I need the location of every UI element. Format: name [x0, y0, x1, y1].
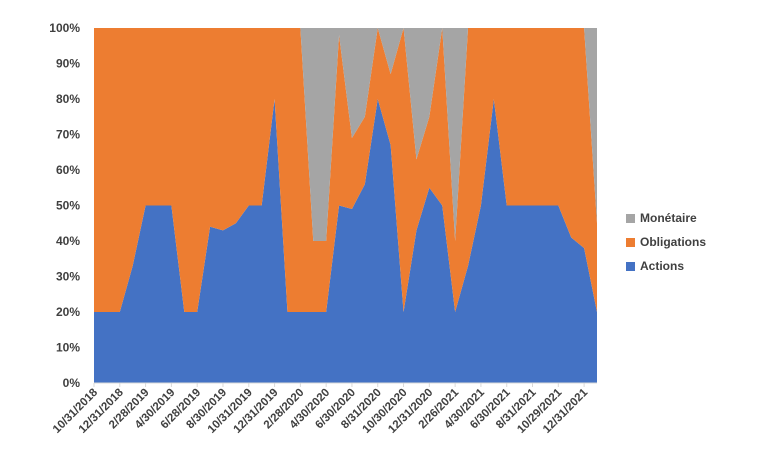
y-axis: 0% 10% 20% 30% 40% 50% 60% 70% 80% 90% 100%	[49, 21, 80, 390]
legend-swatch-actions	[626, 261, 635, 271]
legend-swatch-obligations	[626, 237, 635, 247]
area-actions	[94, 99, 597, 383]
x-axis: 10/31/201812/31/20182/28/20194/30/20196/…	[51, 382, 597, 436]
y-tick-label: 90%	[56, 57, 80, 71]
legend-label-actions: Actions	[640, 259, 685, 273]
y-tick-label: 70%	[56, 128, 80, 142]
y-tick-label: 10%	[56, 341, 80, 355]
legend-swatch-monetaire	[626, 213, 635, 223]
legend-item-actions: Actions	[626, 254, 706, 278]
plot-areas	[94, 28, 597, 383]
area-obligations	[94, 28, 597, 312]
y-tick-label: 80%	[56, 92, 80, 106]
y-tick-label: 30%	[56, 270, 80, 284]
y-tick-label: 100%	[49, 21, 80, 35]
legend-label-monetaire: Monétaire	[640, 211, 697, 225]
legend-label-obligations: Obligations	[640, 235, 706, 249]
y-tick-label: 40%	[56, 234, 80, 248]
legend-item-obligations: Obligations	[626, 230, 706, 254]
legend: Monétaire Obligations Actions	[626, 206, 706, 278]
y-tick-label: 60%	[56, 163, 80, 177]
y-tick-label: 50%	[56, 199, 80, 213]
area-monetaire	[94, 28, 597, 241]
y-tick-label: 0%	[63, 376, 81, 390]
y-tick-label: 20%	[56, 305, 80, 319]
legend-item-monetaire: Monétaire	[626, 206, 706, 230]
